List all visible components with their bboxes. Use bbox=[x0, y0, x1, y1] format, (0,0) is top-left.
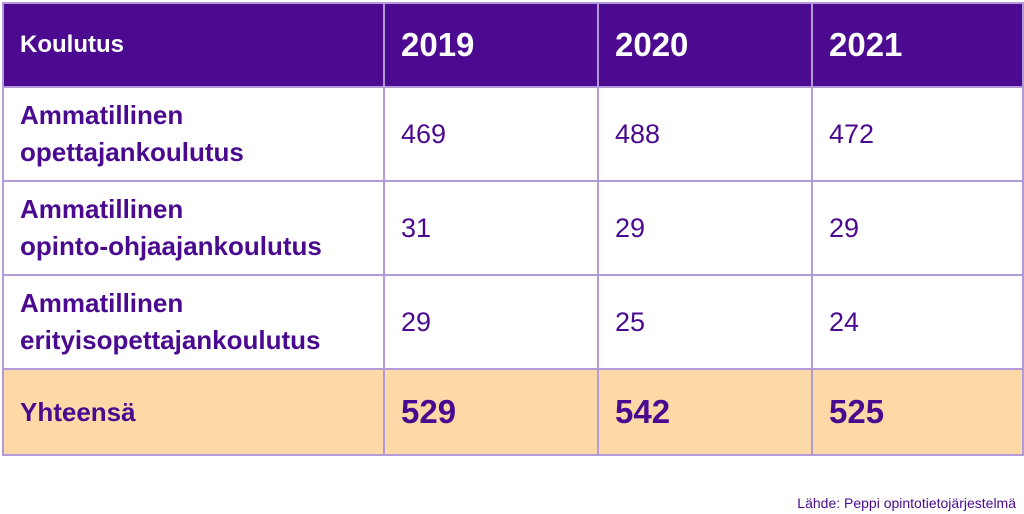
total-row: Yhteensä 529 542 525 bbox=[2, 368, 1024, 456]
cell-value-2021: 29 bbox=[811, 180, 1024, 276]
cell-value-2020: 29 bbox=[597, 180, 813, 276]
row-label: Ammatillinen erityisopettajankoulutus bbox=[2, 274, 385, 370]
row-label-line1: Ammatillinen bbox=[20, 100, 184, 130]
table-row: Ammatillinen erityisopettajankoulutus 29… bbox=[2, 274, 1024, 370]
row-label-line1: Ammatillinen bbox=[20, 194, 184, 224]
total-value-2020: 542 bbox=[597, 368, 813, 456]
row-label-line2: opettajankoulutus bbox=[20, 137, 244, 167]
header-row: Koulutus 2019 2020 2021 bbox=[2, 2, 1024, 88]
total-value-2021: 525 bbox=[811, 368, 1024, 456]
row-label: Ammatillinen opettajankoulutus bbox=[2, 86, 385, 182]
cell-value-2019: 29 bbox=[383, 274, 599, 370]
column-header-koulutus: Koulutus bbox=[2, 2, 385, 88]
cell-value-2021: 472 bbox=[811, 86, 1024, 182]
row-label-line2: erityisopettajankoulutus bbox=[20, 325, 321, 355]
column-header-2019: 2019 bbox=[383, 2, 599, 88]
total-label: Yhteensä bbox=[2, 368, 385, 456]
row-label: Ammatillinen opinto-ohjaajankoulutus bbox=[2, 180, 385, 276]
row-label-line1: Ammatillinen bbox=[20, 288, 184, 318]
source-note: Lähde: Peppi opintotietojärjestelmä bbox=[797, 495, 1016, 511]
cell-value-2019: 31 bbox=[383, 180, 599, 276]
data-table-container: Koulutus 2019 2020 2021 Ammatillinen ope… bbox=[2, 2, 1024, 456]
cell-value-2021: 24 bbox=[811, 274, 1024, 370]
table-row: Ammatillinen opinto-ohjaajankoulutus 31 … bbox=[2, 180, 1024, 276]
table-row: Ammatillinen opettajankoulutus 469 488 4… bbox=[2, 86, 1024, 182]
cell-value-2020: 488 bbox=[597, 86, 813, 182]
column-header-2020: 2020 bbox=[597, 2, 813, 88]
education-table: Koulutus 2019 2020 2021 Ammatillinen ope… bbox=[2, 2, 1024, 456]
column-header-2021: 2021 bbox=[811, 2, 1024, 88]
total-value-2019: 529 bbox=[383, 368, 599, 456]
row-label-line2: opinto-ohjaajankoulutus bbox=[20, 231, 322, 261]
cell-value-2020: 25 bbox=[597, 274, 813, 370]
cell-value-2019: 469 bbox=[383, 86, 599, 182]
